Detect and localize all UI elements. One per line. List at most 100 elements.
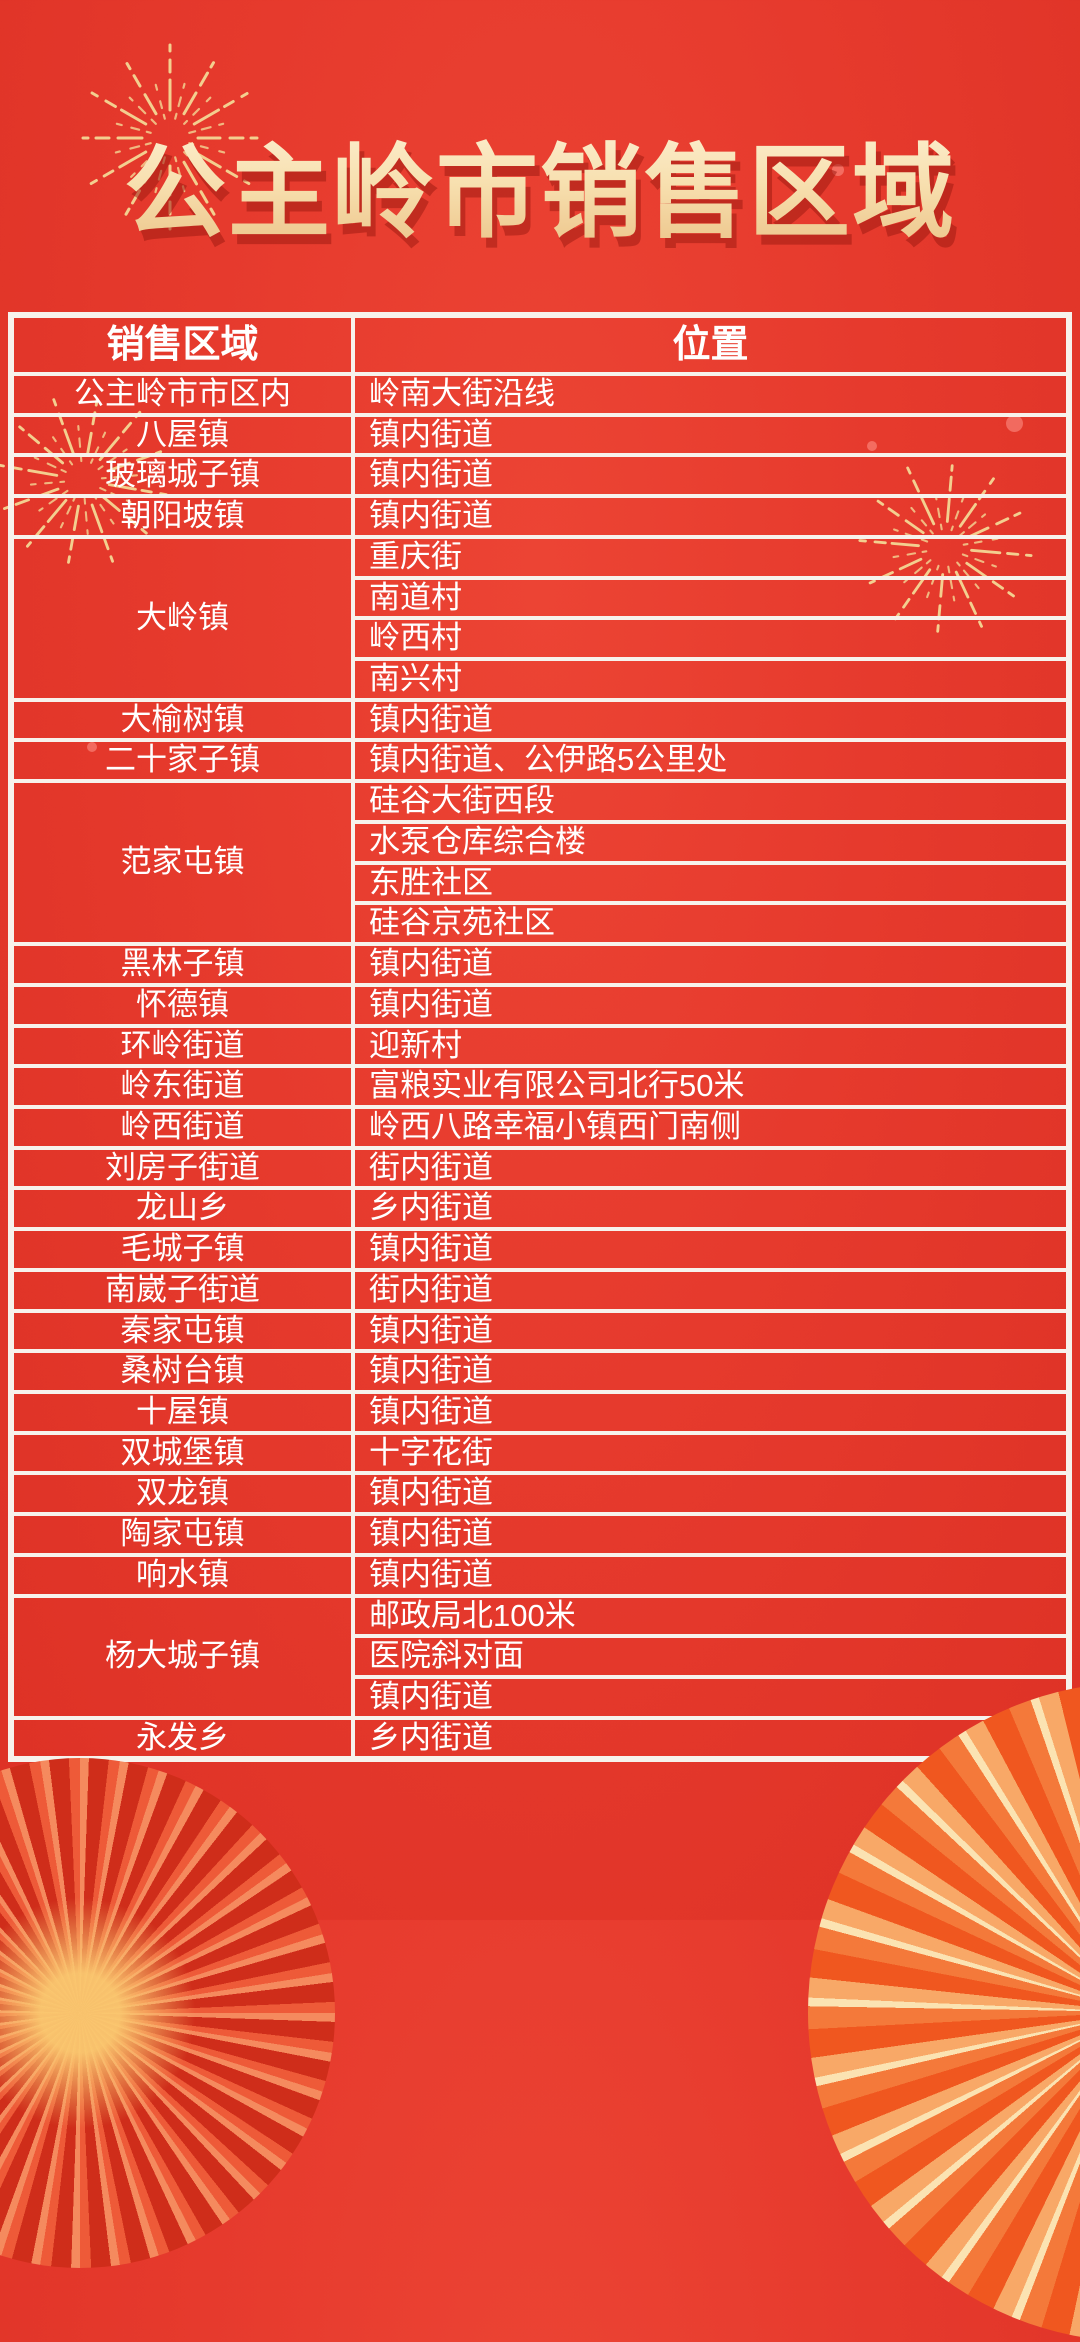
region-cell: 杨大城子镇 bbox=[9, 1593, 355, 1720]
table-row: 东胜社区 bbox=[11, 860, 1071, 906]
region-cell: 环岭街道 bbox=[9, 1023, 355, 1069]
table-row: 南道村 bbox=[11, 575, 1071, 621]
location-cell: 乡内街道 bbox=[351, 1186, 1071, 1232]
location-cell: 东胜社区 bbox=[351, 860, 1071, 906]
region-cell: 永发乡 bbox=[9, 1715, 355, 1762]
column-header-location: 位置 bbox=[351, 313, 1071, 376]
location-cell: 医院斜对面 bbox=[351, 1634, 1071, 1679]
location-cell: 硅谷京苑社区 bbox=[351, 901, 1071, 947]
region-cell: 南崴子街道 bbox=[9, 1267, 355, 1313]
region-cell: 八屋镇 bbox=[9, 412, 355, 458]
location-cell: 街内街道 bbox=[351, 1145, 1071, 1191]
table-header-row: 销售区域 位置 bbox=[9, 313, 1071, 376]
region-cell: 大岭镇 bbox=[9, 534, 355, 702]
location-cell: 迎新村 bbox=[351, 1023, 1071, 1069]
table-row: 南崴子街道 街内街道 bbox=[9, 1267, 1071, 1313]
page-title: 公主岭市销售区域 公主岭市销售区域 bbox=[0, 118, 1080, 268]
region-cell: 桑树台镇 bbox=[9, 1349, 355, 1394]
location-cell: 镇内街道 bbox=[351, 942, 1071, 987]
location-cell: 重庆街 bbox=[351, 534, 1071, 580]
table-row: 岭西街道 岭西八路幸福小镇西门南侧 bbox=[9, 1104, 1071, 1150]
table-row: 怀德镇 镇内街道 bbox=[9, 982, 1071, 1028]
location-cell: 岭西村 bbox=[351, 616, 1071, 662]
table-row: 玻璃城子镇 镇内街道 bbox=[9, 453, 1071, 499]
location-cell: 镇内街道 bbox=[351, 412, 1071, 458]
region-cell: 响水镇 bbox=[9, 1552, 355, 1598]
table-row: 水泵仓库综合楼 bbox=[11, 819, 1071, 865]
table-row: 大岭镇 重庆街 bbox=[9, 534, 1071, 702]
location-cell: 十字花街 bbox=[351, 1430, 1071, 1476]
table-row: 大榆树镇 镇内街道 bbox=[9, 697, 1071, 743]
location-cell: 镇内街道 bbox=[351, 1471, 1071, 1517]
table-row: 双龙镇 镇内街道 bbox=[9, 1471, 1071, 1517]
table-row: 永发乡 乡内街道 bbox=[9, 1715, 1071, 1762]
region-cell: 黑林子镇 bbox=[9, 942, 355, 987]
location-cell: 邮政局北100米 bbox=[351, 1593, 1071, 1639]
location-cell: 硅谷大街西段 bbox=[351, 779, 1071, 824]
region-cell: 大榆树镇 bbox=[9, 697, 355, 743]
page-title-text: 公主岭市销售区域 bbox=[0, 118, 1080, 268]
paper-fan-icon bbox=[808, 1682, 1080, 2342]
table-row: 范家屯镇 硅谷大街西段 bbox=[9, 779, 1071, 947]
region-cell: 龙山乡 bbox=[9, 1186, 355, 1232]
sparkle-dot bbox=[832, 164, 844, 176]
column-header-region: 销售区域 bbox=[9, 313, 355, 376]
location-cell: 镇内街道 bbox=[351, 453, 1071, 499]
table-row: 陶家屯镇 镇内街道 bbox=[9, 1512, 1071, 1557]
region-cell: 二十家子镇 bbox=[9, 738, 355, 784]
sales-table-body: 公主岭市市区内 岭南大街沿线 八屋镇 镇内街道 玻璃城子镇 镇内街道 朝阳坡镇 镇内街道 大岭镇… bbox=[9, 372, 1071, 1762]
location-cell: 镇内街道 bbox=[351, 1512, 1071, 1557]
table-row: 公主岭市市区内 岭南大街沿线 bbox=[9, 372, 1071, 417]
table-row: 龙山乡 乡内街道 bbox=[9, 1186, 1071, 1232]
location-cell: 镇内街道 bbox=[351, 1308, 1071, 1354]
location-cell: 镇内街道 bbox=[351, 1552, 1071, 1598]
region-cell: 双城堡镇 bbox=[9, 1430, 355, 1476]
region-cell: 范家屯镇 bbox=[9, 779, 355, 947]
location-cell: 南道村 bbox=[351, 575, 1071, 621]
region-cell: 秦家屯镇 bbox=[9, 1308, 355, 1354]
location-cell: 镇内街道 bbox=[351, 697, 1071, 743]
table-row: 十屋镇 镇内街道 bbox=[9, 1389, 1071, 1435]
location-cell: 岭南大街沿线 bbox=[351, 372, 1071, 417]
location-cell: 镇内街道 bbox=[351, 1389, 1071, 1435]
region-cell: 陶家屯镇 bbox=[9, 1512, 355, 1557]
region-cell: 公主岭市市区内 bbox=[9, 372, 355, 417]
region-cell: 十屋镇 bbox=[9, 1389, 355, 1435]
table-row: 镇内街道 bbox=[11, 1675, 1071, 1720]
table-row: 刘房子街道 街内街道 bbox=[9, 1145, 1071, 1191]
region-cell: 刘房子街道 bbox=[9, 1145, 355, 1191]
location-cell: 镇内街道 bbox=[351, 494, 1071, 539]
table-row: 双城堡镇 十字花街 bbox=[9, 1430, 1071, 1476]
region-cell: 岭东街道 bbox=[9, 1064, 355, 1109]
location-cell: 岭西八路幸福小镇西门南侧 bbox=[351, 1104, 1071, 1150]
location-cell: 镇内街道 bbox=[351, 982, 1071, 1028]
table-row: 杨大城子镇 邮政局北100米 bbox=[9, 1593, 1071, 1720]
table-row: 黑林子镇 镇内街道 bbox=[9, 942, 1071, 987]
table-row: 八屋镇 镇内街道 bbox=[9, 412, 1071, 458]
location-cell: 镇内街道 bbox=[351, 1227, 1071, 1272]
table-row: 毛城子镇 镇内街道 bbox=[9, 1227, 1071, 1272]
location-cell: 镇内街道 bbox=[351, 1349, 1071, 1394]
location-cell: 镇内街道、公伊路5公里处 bbox=[351, 738, 1071, 784]
location-cell: 南兴村 bbox=[351, 657, 1071, 702]
location-cell: 镇内街道 bbox=[351, 1675, 1071, 1720]
location-cell: 水泵仓库综合楼 bbox=[351, 819, 1071, 865]
sales-table: 销售区域 位置 公主岭市市区内 岭南大街沿线 八屋镇 镇内街道 玻璃城子镇 镇内街道 朝阳坡… bbox=[8, 312, 1072, 1763]
region-cell: 毛城子镇 bbox=[9, 1227, 355, 1272]
page-title-shadow: 公主岭市销售区域 bbox=[5, 128, 1080, 278]
table-row: 环岭街道 迎新村 bbox=[9, 1023, 1071, 1069]
region-cell: 岭西街道 bbox=[9, 1104, 355, 1150]
table-row: 朝阳坡镇 镇内街道 bbox=[9, 494, 1071, 539]
table-row: 医院斜对面 bbox=[11, 1634, 1071, 1679]
table-row: 响水镇 镇内街道 bbox=[9, 1552, 1071, 1598]
table-row: 秦家屯镇 镇内街道 bbox=[9, 1308, 1071, 1354]
table-row: 硅谷京苑社区 bbox=[11, 901, 1071, 947]
paper-fan-icon bbox=[0, 1758, 335, 2268]
region-cell: 朝阳坡镇 bbox=[9, 494, 355, 539]
table-row: 桑树台镇 镇内街道 bbox=[9, 1349, 1071, 1394]
region-cell: 怀德镇 bbox=[9, 982, 355, 1028]
table-row: 岭东街道 富粮实业有限公司北行50米 bbox=[9, 1064, 1071, 1109]
location-cell: 富粮实业有限公司北行50米 bbox=[351, 1064, 1071, 1109]
table-row: 南兴村 bbox=[11, 657, 1071, 702]
